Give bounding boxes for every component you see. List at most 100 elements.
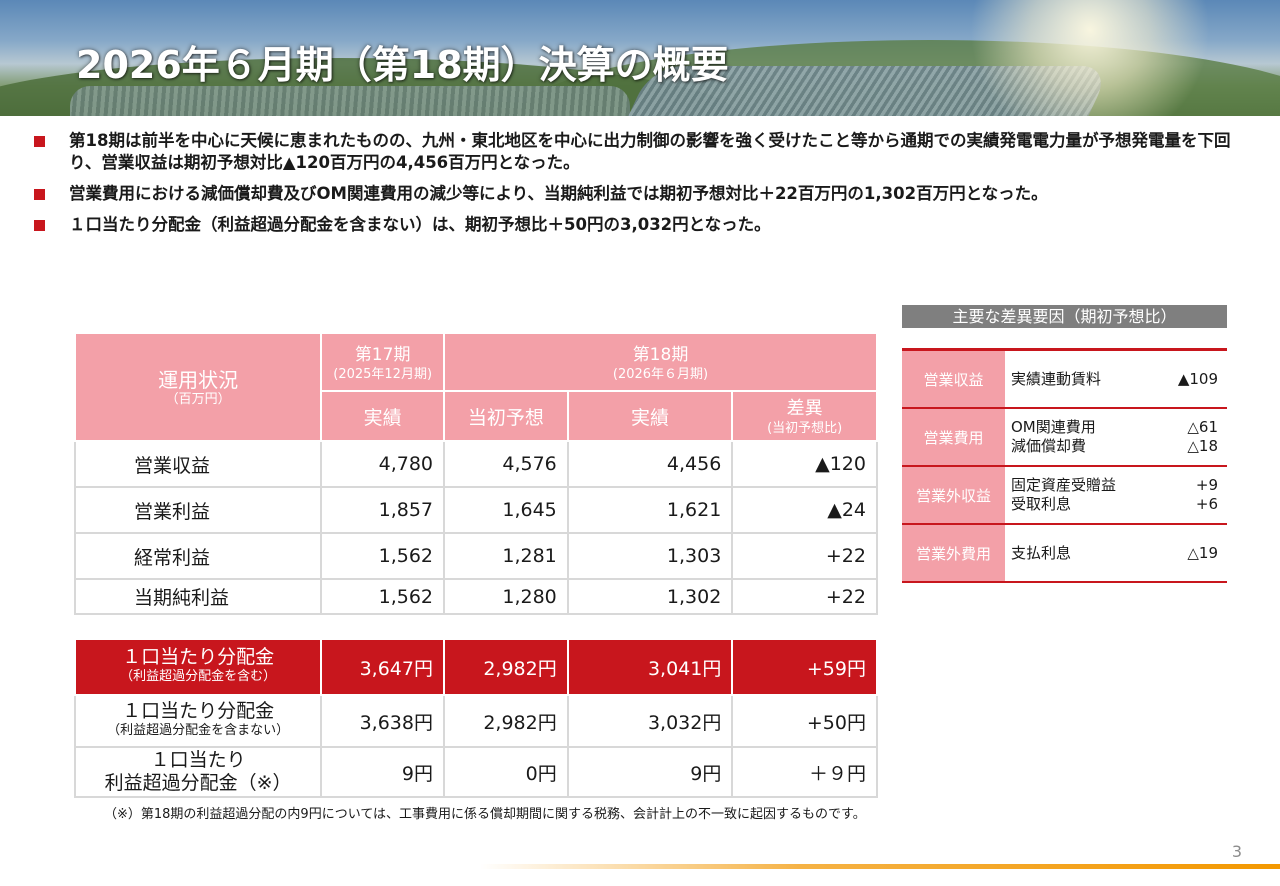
- header-banner: 2026年６月期（第18期）決算の概要: [0, 0, 1280, 116]
- cell-diff: ▲120: [731, 440, 878, 488]
- factor-item-value: △19: [1187, 543, 1218, 562]
- cell-diff: +50円: [731, 694, 878, 748]
- col-diff-sub: (当初予想比): [767, 420, 843, 436]
- cell-diff: +22: [731, 532, 878, 580]
- distribution-table: １口当たり分配金 （利益超過分配金を含む） 3,647円 2,982円 3,04…: [73, 638, 878, 798]
- col-forecast: 当初予想: [443, 390, 569, 442]
- bullet-item: １口当たり分配金（利益超過分配金を含まない）は、期初予想比＋50円の3,032円…: [34, 214, 1244, 236]
- dist-label-sub: （利益超過分配金を含む）: [120, 669, 277, 684]
- corner-title: 運用状況: [158, 367, 239, 392]
- row-label: 営業利益: [73, 486, 323, 534]
- corner-header: 運用状況 （百万円）: [73, 332, 323, 442]
- dist-label: １口当たり分配金 （利益超過分配金を含む）: [73, 638, 323, 696]
- factor-item-name: 固定資産受贈益: [1011, 476, 1117, 494]
- factor-items: 支払利息 △19: [1005, 525, 1227, 581]
- cell-actual18: 4,456: [566, 440, 734, 488]
- cell-actual17: 3,638円: [320, 694, 445, 748]
- cell-forecast: 2,982円: [442, 638, 569, 696]
- factor-item: 減価償却費 △18: [1011, 437, 1218, 456]
- footer-accent-bar: [480, 864, 1280, 869]
- factor-category: 営業外収益: [902, 467, 1005, 523]
- sunlight-image: [960, 0, 1220, 116]
- solar-panels-image: [70, 86, 630, 116]
- cell-diff: +59円: [731, 638, 878, 696]
- cell-diff: ▲24: [731, 486, 878, 534]
- factor-item-name: 支払利息: [1011, 543, 1072, 562]
- period18-label: 第18期: [632, 344, 689, 365]
- dist-label: １口当たり 利益超過分配金（※）: [73, 746, 323, 798]
- bullet-item: 第18期は前半を中心に天候に恵まれたものの、九州・東北地区を中心に出力制御の影響…: [34, 130, 1244, 174]
- row-label: 当期純利益: [73, 578, 323, 615]
- distribution-row-highlight: １口当たり分配金 （利益超過分配金を含む） 3,647円 2,982円 3,04…: [73, 638, 878, 696]
- factor-items: OM関連費用 △61 減価償却費 △18: [1005, 409, 1227, 465]
- factor-row: 営業収益 実績連動賃料 ▲109: [902, 351, 1227, 409]
- factor-panel-title: 主要な差異要因（期初予想比）: [902, 305, 1227, 328]
- factor-items: 実績連動賃料 ▲109: [1005, 351, 1227, 407]
- factor-item-value: △18: [1187, 437, 1218, 455]
- factor-item-value: △61: [1187, 418, 1218, 436]
- corner-unit: （百万円）: [165, 391, 231, 407]
- cell-actual18: 1,303: [566, 532, 734, 580]
- factor-category: 営業収益: [902, 351, 1005, 407]
- table-row: 営業利益 1,857 1,645 1,621 ▲24: [73, 486, 878, 534]
- col-actual18: 実績: [566, 390, 734, 442]
- dist-label-line2: 利益超過分配金（※）: [104, 772, 292, 794]
- page-title: 2026年６月期（第18期）決算の概要: [76, 43, 729, 87]
- factor-row: 営業外費用 支払利息 △19: [902, 525, 1227, 583]
- dist-label-main: １口当たり分配金: [122, 646, 275, 668]
- factor-items: 固定資産受贈益 +9 受取利息 +6: [1005, 467, 1227, 523]
- cell-actual17: 1,857: [320, 486, 446, 534]
- cell-forecast: 1,281: [443, 532, 569, 580]
- col-diff-label: 差異: [786, 397, 823, 419]
- factor-item: 支払利息 △19: [1011, 544, 1218, 563]
- cell-actual18: 1,621: [566, 486, 734, 534]
- table-row: 当期純利益 1,562 1,280 1,302 +22: [73, 578, 878, 615]
- cell-diff: +22: [731, 578, 878, 615]
- factor-item: 固定資産受贈益 +9: [1011, 476, 1218, 495]
- results-table: 運用状況 （百万円） 第17期 (2025年12月期) 第18期 (2026年６…: [73, 332, 878, 615]
- bullet-square-icon: [34, 220, 45, 231]
- summary-bullets: 第18期は前半を中心に天候に恵まれたものの、九州・東北地区を中心に出力制御の影響…: [34, 130, 1244, 245]
- cell-forecast: 4,576: [443, 440, 569, 488]
- cell-actual17: 1,562: [320, 578, 446, 615]
- dist-label-sub: （利益超過分配金を含まない）: [107, 723, 290, 738]
- bullet-text: 営業費用における減価償却費及びOM関連費用の減少等により、当期純利益では期初予想…: [69, 184, 1048, 203]
- factor-item: 受取利息 +6: [1011, 495, 1218, 514]
- factor-row: 営業外収益 固定資産受贈益 +9 受取利息 +6: [902, 467, 1227, 525]
- cell-actual18: 9円: [566, 746, 734, 798]
- bullet-square-icon: [34, 136, 45, 147]
- factor-category: 営業費用: [902, 409, 1005, 465]
- bullet-text: 第18期は前半を中心に天候に恵まれたものの、九州・東北地区を中心に出力制御の影響…: [69, 131, 1231, 172]
- factor-item-value: ▲109: [1177, 369, 1218, 388]
- period17-sub: (2025年12月期): [333, 366, 433, 382]
- factor-table: 営業収益 実績連動賃料 ▲109 営業費用 OM関連費用 △61 減価償却費 △…: [902, 348, 1227, 583]
- cell-diff: ＋９円: [731, 746, 878, 798]
- cell-forecast: 0円: [442, 746, 569, 798]
- dist-label: １口当たり分配金 （利益超過分配金を含まない）: [73, 694, 323, 748]
- dist-label-main: １口当たり: [150, 749, 246, 771]
- cell-forecast: 2,982円: [442, 694, 569, 748]
- table-row: 経常利益 1,562 1,281 1,303 +22: [73, 532, 878, 580]
- cell-actual17: 9円: [320, 746, 445, 798]
- bullet-square-icon: [34, 189, 45, 200]
- factor-item-name: 実績連動賃料: [1011, 369, 1102, 388]
- bullet-text: １口当たり分配金（利益超過分配金を含まない）は、期初予想比＋50円の3,032円…: [69, 215, 771, 234]
- factor-item-value: +6: [1195, 495, 1218, 513]
- footnote: （※）第18期の利益超過分配の内9円については、工事費用に係る償却期間に関する税…: [104, 807, 866, 822]
- page-number: 3: [1231, 842, 1242, 861]
- cell-forecast: 1,280: [443, 578, 569, 615]
- cell-actual17: 4,780: [320, 440, 446, 488]
- cell-actual18: 1,302: [566, 578, 734, 615]
- cell-actual18: 3,032円: [566, 694, 734, 748]
- bullet-item: 営業費用における減価償却費及びOM関連費用の減少等により、当期純利益では期初予想…: [34, 183, 1244, 205]
- factor-row: 営業費用 OM関連費用 △61 減価償却費 △18: [902, 409, 1227, 467]
- period17-header: 第17期 (2025年12月期): [320, 332, 446, 392]
- row-label: 経常利益: [73, 532, 323, 580]
- col-diff: 差異 (当初予想比): [731, 390, 878, 442]
- cell-actual17: 1,562: [320, 532, 446, 580]
- cell-actual17: 3,647円: [320, 638, 445, 696]
- table-row: 営業収益 4,780 4,576 4,456 ▲120: [73, 440, 878, 488]
- factor-item-name: OM関連費用: [1011, 418, 1096, 436]
- factor-item: 実績連動賃料 ▲109: [1011, 370, 1218, 389]
- period18-header: 第18期 (2026年６月期): [443, 332, 878, 392]
